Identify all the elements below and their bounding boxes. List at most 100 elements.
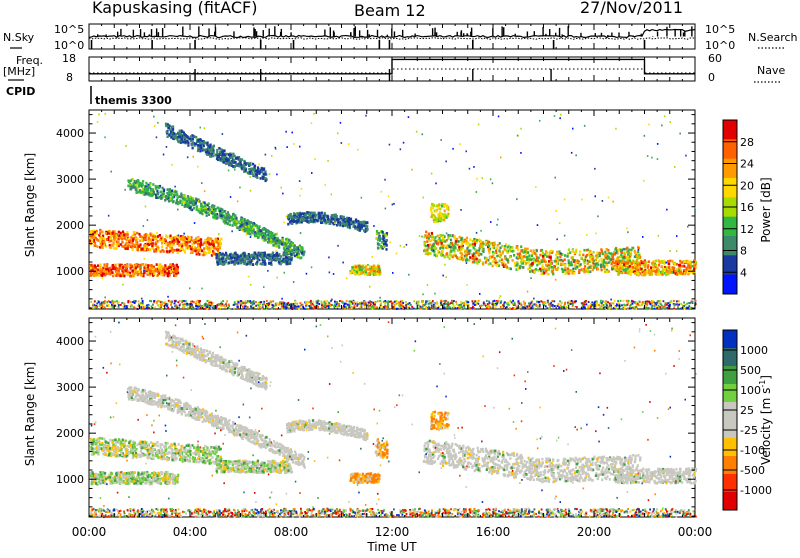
range-cell — [165, 195, 167, 198]
range-cell — [496, 264, 498, 267]
range-cell — [155, 241, 157, 244]
range-cell — [101, 274, 103, 277]
range-cell — [174, 137, 176, 140]
range-cell — [434, 220, 436, 223]
range-cell — [153, 272, 155, 275]
range-cell — [99, 240, 101, 243]
range-cell — [199, 150, 201, 153]
range-cell — [191, 144, 193, 147]
range-cell — [244, 162, 246, 165]
range-cell — [330, 220, 332, 223]
range-cell — [309, 221, 311, 224]
range-cell — [428, 235, 430, 238]
range-cell — [264, 173, 266, 176]
range-cell — [242, 261, 244, 264]
range-cell — [668, 266, 670, 269]
range-cell — [176, 268, 178, 271]
range-cell — [184, 251, 186, 254]
range-cell — [120, 275, 122, 278]
ground-scatter-cell — [154, 306, 156, 308]
range-cell — [666, 266, 668, 269]
range-cell — [150, 234, 152, 237]
range-cell — [533, 259, 535, 262]
range-cell — [202, 206, 204, 209]
range-cell — [467, 252, 469, 255]
range-cell — [113, 235, 115, 238]
range-cell — [179, 136, 181, 139]
range-cell — [178, 141, 180, 144]
range-cell — [619, 256, 621, 259]
range-cell — [664, 269, 666, 272]
range-cell — [468, 250, 470, 253]
range-cell — [434, 246, 436, 249]
range-cell — [286, 252, 288, 255]
range-cell — [265, 180, 267, 183]
range-cell — [674, 263, 676, 266]
range-cell — [95, 237, 97, 240]
range-cell — [99, 229, 101, 232]
range-cell — [436, 255, 438, 258]
range-cell — [209, 154, 211, 157]
ground-scatter-cell — [509, 307, 511, 309]
range-cell — [293, 212, 295, 215]
ground-scatter-cell — [321, 307, 323, 309]
range-cell — [425, 249, 427, 252]
range-cell — [229, 224, 231, 227]
range-cell — [531, 255, 533, 258]
range-cell — [207, 151, 209, 154]
range-cell — [325, 222, 327, 225]
range-cell — [474, 243, 476, 246]
range-cell — [123, 269, 125, 272]
range-cell — [531, 252, 533, 255]
range-cell — [163, 190, 165, 193]
range-cell — [122, 231, 124, 234]
range-cell — [488, 244, 490, 247]
range-cell — [270, 239, 272, 242]
range-cell — [169, 245, 171, 248]
range-cell — [517, 253, 519, 256]
range-cell — [688, 265, 690, 268]
range-cell — [184, 205, 186, 208]
range-cell — [624, 268, 626, 271]
range-cell — [256, 176, 258, 179]
range-cell — [354, 225, 356, 228]
range-cell — [432, 238, 434, 241]
range-cell — [567, 253, 569, 256]
range-cell — [608, 256, 610, 259]
range-cell — [363, 221, 365, 224]
range-cell — [358, 272, 360, 275]
range-cell — [610, 258, 612, 261]
range-cell — [197, 150, 199, 153]
range-cell — [267, 234, 269, 237]
nsky-ytick-top: 10^5 — [54, 23, 84, 36]
range-cell — [147, 272, 149, 275]
range-cell — [132, 269, 134, 272]
range-cell — [251, 231, 253, 234]
range-cell — [298, 255, 300, 258]
range-cell — [385, 234, 387, 237]
range-cell — [441, 205, 443, 208]
range-cell — [157, 193, 159, 196]
range-cell — [529, 270, 531, 273]
range-cell — [169, 250, 171, 253]
range-cell — [276, 237, 278, 240]
range-cell — [297, 219, 299, 222]
range-cell — [321, 212, 323, 215]
range-cell — [468, 259, 470, 262]
range-cell — [656, 267, 658, 270]
range-cell — [168, 127, 170, 130]
range-cell — [122, 266, 124, 269]
range-cell — [623, 263, 625, 266]
range-cell — [428, 233, 430, 236]
range-cell — [255, 257, 257, 260]
range-cell — [668, 263, 670, 266]
range-cell — [180, 238, 182, 241]
range-cell — [431, 246, 433, 249]
range-cell — [647, 266, 649, 269]
range-cell — [229, 164, 231, 167]
range-cell — [626, 247, 628, 250]
range-cell — [218, 253, 220, 256]
range-cell — [655, 264, 657, 267]
range-cell — [121, 235, 123, 238]
range-cell — [593, 251, 595, 254]
